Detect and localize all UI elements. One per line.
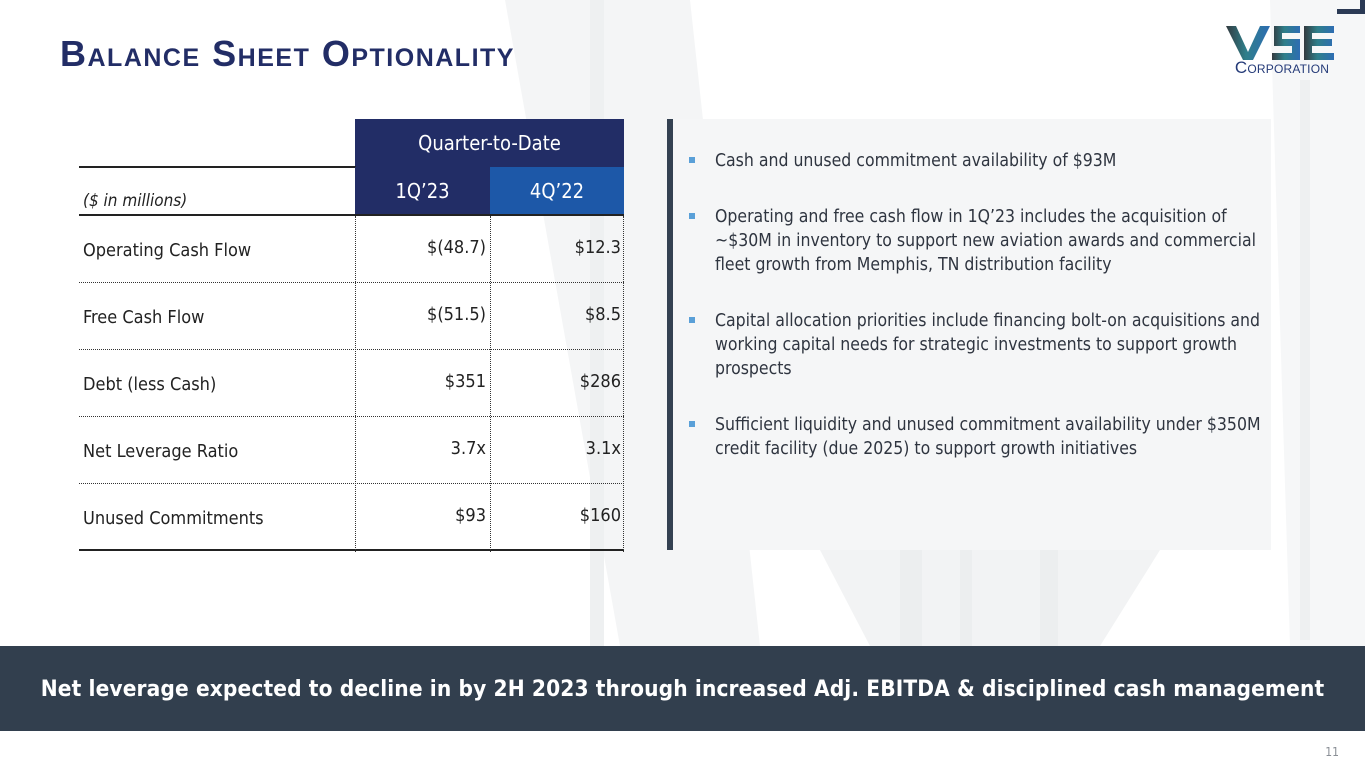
logo-subtitle: Corporation xyxy=(1234,58,1330,77)
header-bottom-rule xyxy=(79,214,624,216)
banner-text: Net leverage expected to decline in by 2… xyxy=(40,675,1325,702)
corner-bracket-decoration xyxy=(1337,0,1365,14)
highlights-panel: Cash and unused commitment availability … xyxy=(667,119,1271,550)
row-label: Unused Commitments xyxy=(83,508,264,529)
column-divider xyxy=(355,216,356,552)
page-title: Balance Sheet Optionality xyxy=(60,33,515,74)
units-label: ($ in millions) xyxy=(83,191,188,211)
company-logo: Corporation xyxy=(1226,26,1336,78)
bullet-text: Sufficient liquidity and unused commitme… xyxy=(715,415,1261,459)
bullet-text: Operating and free cash flow in 1Q’23 in… xyxy=(715,207,1256,275)
row-label: Debt (less Cash) xyxy=(83,374,217,395)
cell-value: $8.5 xyxy=(584,304,621,325)
row-label: Operating Cash Flow xyxy=(83,240,252,261)
bullet-text: Capital allocation priorities include fi… xyxy=(715,311,1261,379)
square-bullet-icon xyxy=(689,213,695,219)
table-row: Debt (less Cash) $351 $286 xyxy=(79,350,624,417)
table-body: Operating Cash Flow $(48.7) $12.3 Free C… xyxy=(79,216,624,551)
cell-value: $160 xyxy=(579,505,621,526)
cell-value: $12.3 xyxy=(574,237,621,258)
square-bullet-icon xyxy=(689,157,695,163)
square-bullet-icon xyxy=(689,421,695,427)
key-takeaway-banner: Net leverage expected to decline in by 2… xyxy=(0,646,1365,731)
table-row: Free Cash Flow $(51.5) $8.5 xyxy=(79,283,624,350)
bullet-list: Cash and unused commitment availability … xyxy=(673,149,1273,493)
table-row: Net Leverage Ratio 3.7x 3.1x xyxy=(79,417,624,484)
bullet-item: Operating and free cash flow in 1Q’23 in… xyxy=(673,205,1273,277)
square-bullet-icon xyxy=(689,317,695,323)
column-header-4q22: 4Q’22 xyxy=(490,167,624,215)
cell-value: $351 xyxy=(444,371,486,392)
bullet-text: Cash and unused commitment availability … xyxy=(715,151,1117,171)
table-row: Unused Commitments $93 $160 xyxy=(79,484,624,551)
vse-logo-mark xyxy=(1226,26,1334,60)
cell-value: 3.1x xyxy=(585,438,621,459)
row-label: Net Leverage Ratio xyxy=(83,441,239,462)
cell-value: $(51.5) xyxy=(427,304,486,325)
cell-value: $(48.7) xyxy=(427,237,486,258)
column-group-header: Quarter-to-Date xyxy=(355,119,624,167)
cell-value: 3.7x xyxy=(450,438,486,459)
column-divider xyxy=(490,216,491,552)
page-number: 11 xyxy=(1325,745,1339,759)
bullet-item: Capital allocation priorities include fi… xyxy=(673,309,1273,381)
column-divider xyxy=(623,216,624,552)
row-label: Free Cash Flow xyxy=(83,307,205,328)
column-header-1q23: 1Q’23 xyxy=(355,167,490,215)
cell-value: $286 xyxy=(579,371,621,392)
header-rule xyxy=(79,166,356,168)
table-row: Operating Cash Flow $(48.7) $12.3 xyxy=(79,216,624,283)
bullet-item: Cash and unused commitment availability … xyxy=(673,149,1273,173)
bullet-item: Sufficient liquidity and unused commitme… xyxy=(673,413,1273,461)
cell-value: $93 xyxy=(455,505,486,526)
